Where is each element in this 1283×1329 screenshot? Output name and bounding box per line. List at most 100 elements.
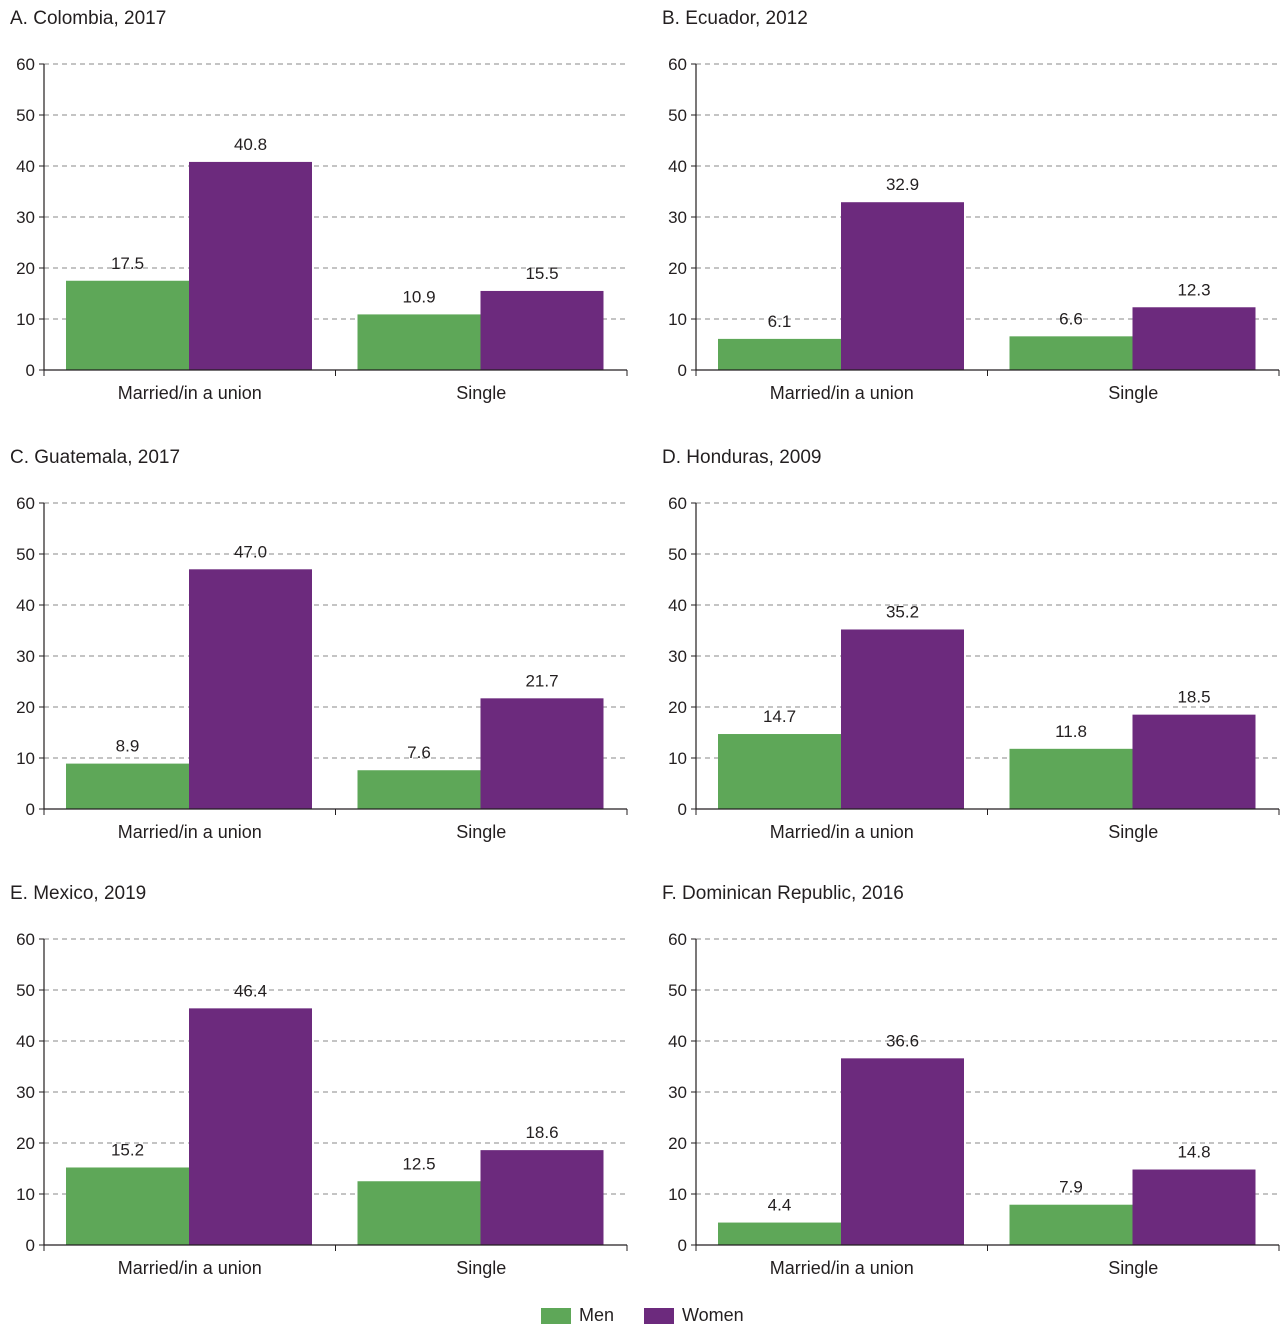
data-label: 8.9 xyxy=(116,737,140,756)
y-tick-label: 40 xyxy=(16,596,35,615)
y-tick-label: 30 xyxy=(668,208,687,227)
bar-men xyxy=(357,770,481,809)
y-tick-label: 30 xyxy=(16,647,35,666)
legend-item-men: Men xyxy=(541,1305,614,1326)
x-tick-label: Married/in a union xyxy=(770,383,914,403)
bar-women xyxy=(189,161,312,370)
y-tick-label: 30 xyxy=(668,647,687,666)
bar-men xyxy=(357,1181,481,1245)
y-tick-label: 10 xyxy=(668,1185,687,1204)
bar-women xyxy=(189,1008,312,1245)
chart-title: B. Ecuador, 2012 xyxy=(662,8,808,29)
y-tick-label: 30 xyxy=(16,1083,35,1102)
bar-men xyxy=(357,314,481,370)
bar-men xyxy=(66,280,189,370)
data-label: 35.2 xyxy=(886,602,919,621)
data-label: 14.8 xyxy=(1177,1143,1210,1162)
bar-women xyxy=(1132,714,1256,809)
legend-item-women: Women xyxy=(644,1305,744,1326)
bar-women xyxy=(480,1150,604,1245)
y-tick-label: 10 xyxy=(16,310,35,329)
y-tick-label: 20 xyxy=(668,259,687,278)
y-tick-label: 20 xyxy=(16,259,35,278)
bar-women xyxy=(1132,1169,1256,1245)
x-tick-label: Single xyxy=(1108,383,1158,403)
y-tick-label: 60 xyxy=(16,930,35,949)
y-tick-label: 0 xyxy=(678,361,687,380)
chart-panel-honduras: D. Honduras, 2009 0 10 20 30 40 50 60 14.7 35.2 M… xyxy=(662,447,1282,867)
chart-panel-guatemala: C. Guatemala, 2017 0 10 20 30 40 50 60 8.9 47.0 M… xyxy=(10,447,630,867)
y-tick-label: 60 xyxy=(668,55,687,74)
y-tick-label: 20 xyxy=(16,698,35,717)
bar-women xyxy=(480,698,604,809)
x-tick-label: Single xyxy=(456,1258,506,1278)
bar-chart: 0 10 20 30 40 50 60 6.1 32.9 Married/in a union 6.… xyxy=(668,55,1280,403)
chart-title: C. Guatemala, 2017 xyxy=(10,447,181,468)
legend-swatch-women xyxy=(644,1307,674,1324)
bar-men xyxy=(718,1222,841,1245)
y-tick-label: 0 xyxy=(678,1236,687,1255)
bar-chart: 0 10 20 30 40 50 60 4.4 36.6 Married/in a union 7.… xyxy=(668,930,1280,1278)
bar-men xyxy=(1009,748,1133,809)
y-tick-label: 30 xyxy=(16,208,35,227)
data-label: 47.0 xyxy=(234,542,267,561)
bar-men xyxy=(66,1167,189,1245)
chart-panel-ecuador: B. Ecuador, 2012 0 10 20 30 40 50 60 6.1 32.9 Mar… xyxy=(662,8,1282,428)
y-tick-label: 20 xyxy=(16,1134,35,1153)
x-tick-label: Married/in a union xyxy=(118,1258,262,1278)
data-label: 15.5 xyxy=(525,264,558,283)
data-label: 15.2 xyxy=(111,1140,144,1159)
bar-women xyxy=(841,202,964,370)
x-tick-label: Married/in a union xyxy=(770,1258,914,1278)
bar-men xyxy=(1009,1204,1133,1245)
bar-chart: 0 10 20 30 40 50 60 15.2 46.4 Married/in a union 1… xyxy=(16,930,628,1278)
y-tick-label: 20 xyxy=(668,698,687,717)
bar-chart: 0 10 20 30 40 50 60 8.9 47.0 Married/in a union 7.… xyxy=(16,494,628,842)
data-label: 6.1 xyxy=(768,312,792,331)
data-label: 21.7 xyxy=(525,671,558,690)
data-label: 46.4 xyxy=(234,981,267,1000)
y-tick-label: 60 xyxy=(16,55,35,74)
y-tick-label: 50 xyxy=(16,545,35,564)
y-tick-label: 40 xyxy=(668,157,687,176)
x-tick-label: Single xyxy=(1108,822,1158,842)
legend-swatch-men xyxy=(541,1307,571,1324)
y-tick-label: 60 xyxy=(16,494,35,513)
chart-panel-colombia: A. Colombia, 2017 0 10 20 30 40 50 60 17.5 40.8 M… xyxy=(10,8,630,428)
y-tick-label: 50 xyxy=(16,981,35,1000)
y-tick-label: 50 xyxy=(668,981,687,1000)
x-tick-label: Single xyxy=(456,383,506,403)
data-label: 18.6 xyxy=(525,1123,558,1142)
data-label: 7.6 xyxy=(407,743,431,762)
bar-men xyxy=(1009,336,1133,370)
y-tick-label: 40 xyxy=(668,1032,687,1051)
y-tick-label: 0 xyxy=(678,800,687,819)
y-tick-label: 60 xyxy=(668,930,687,949)
y-tick-label: 50 xyxy=(16,106,35,125)
y-tick-label: 10 xyxy=(16,1185,35,1204)
bar-women xyxy=(841,629,964,809)
y-tick-label: 10 xyxy=(668,749,687,768)
x-tick-label: Single xyxy=(1108,1258,1158,1278)
data-label: 32.9 xyxy=(886,175,919,194)
data-label: 7.9 xyxy=(1059,1178,1083,1197)
x-tick-label: Married/in a union xyxy=(770,822,914,842)
y-tick-label: 50 xyxy=(668,106,687,125)
legend-label-women: Women xyxy=(682,1305,744,1325)
data-label: 18.5 xyxy=(1177,688,1210,707)
chart-title: F. Dominican Republic, 2016 xyxy=(662,883,904,904)
bar-men xyxy=(66,763,189,809)
x-tick-label: Married/in a union xyxy=(118,822,262,842)
chart-title: A. Colombia, 2017 xyxy=(10,8,167,29)
data-label: 36.6 xyxy=(886,1031,919,1050)
bar-chart: 0 10 20 30 40 50 60 14.7 35.2 Married/in a union 1… xyxy=(668,494,1280,842)
data-label: 10.9 xyxy=(402,287,435,306)
x-tick-label: Married/in a union xyxy=(118,383,262,403)
chart-panel-dominican-republic: F. Dominican Republic, 2016 0 10 20 30 40 50 6… xyxy=(662,883,1282,1303)
y-tick-label: 40 xyxy=(16,1032,35,1051)
y-tick-label: 0 xyxy=(26,361,35,380)
legend: Men Women xyxy=(0,1305,1283,1329)
chart-panel-mexico: E. Mexico, 2019 0 10 20 30 40 50 60 15.2 46.4 Mar… xyxy=(10,883,630,1303)
bar-chart: 0 10 20 30 40 50 60 17.5 40.8 Married/in a union 1… xyxy=(16,55,628,403)
bar-men xyxy=(718,338,841,370)
